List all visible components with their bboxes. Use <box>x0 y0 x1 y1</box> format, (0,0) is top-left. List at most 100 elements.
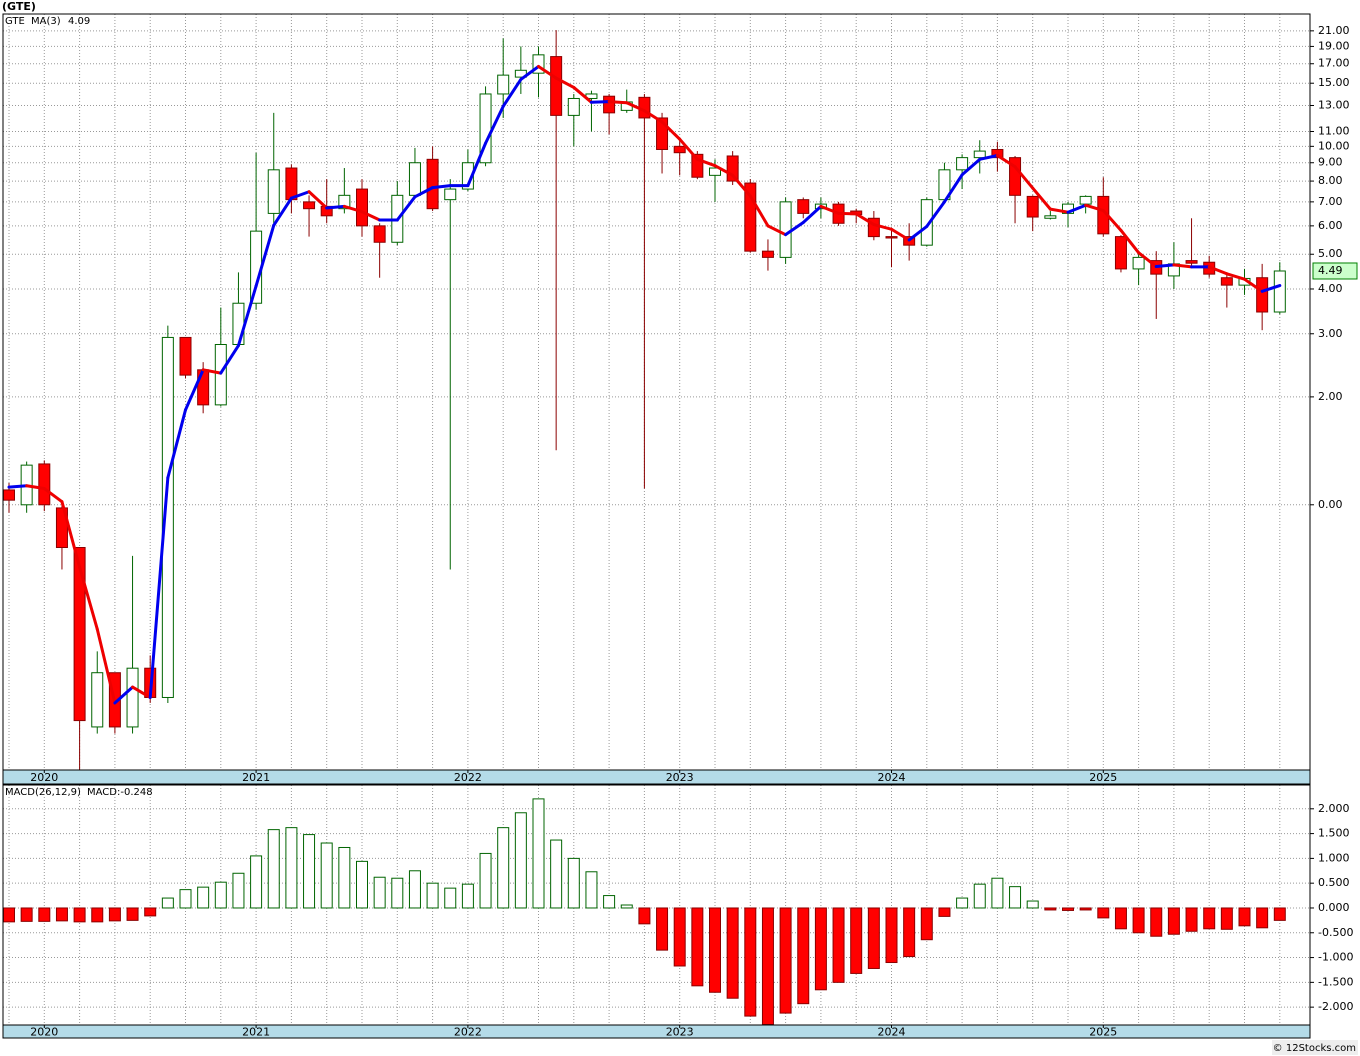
candle-body <box>1079 195 1092 205</box>
macd-bar <box>797 907 810 1005</box>
macd-bar <box>585 871 598 909</box>
macd-bar <box>1273 907 1286 921</box>
macd-bar <box>426 882 439 909</box>
candle-body <box>161 336 174 698</box>
candle-body <box>91 672 104 728</box>
candle-body <box>920 199 933 246</box>
ma-segment <box>431 184 452 190</box>
ma-segment <box>942 173 964 204</box>
candle-body <box>232 302 245 346</box>
macd-bar <box>673 907 686 967</box>
ma-segment <box>1119 228 1141 255</box>
legend-ma: MA(3) <box>31 16 61 27</box>
ma-segment <box>678 137 699 161</box>
ma-segment <box>1260 284 1282 293</box>
macd-bar <box>1097 907 1110 919</box>
macd-bar <box>338 846 351 909</box>
candle-body <box>991 148 1004 159</box>
ma-segment <box>254 223 276 288</box>
candle-body <box>1220 277 1233 286</box>
ma-segment <box>537 65 558 80</box>
y-tick-label: 1.000 <box>1318 851 1350 864</box>
macd-bar <box>73 907 86 923</box>
ma-segment <box>819 204 841 215</box>
x-tick-label: 2023 <box>666 1026 694 1039</box>
candle-body <box>214 344 227 406</box>
ma-segment <box>995 153 1017 169</box>
ma-segment <box>95 627 117 705</box>
ma-segment <box>978 153 999 161</box>
macd-bar <box>973 883 986 909</box>
candle-body <box>285 167 298 201</box>
x-axis-band <box>2 1024 1311 1039</box>
macd-bar <box>1114 907 1127 930</box>
macd-bar <box>744 907 757 1017</box>
ma-segment <box>695 157 717 168</box>
x-tick-label: 2020 <box>30 1026 58 1039</box>
candle-body <box>338 194 351 210</box>
ma-segment <box>731 173 752 198</box>
x-tick-label: 2024 <box>878 1026 906 1039</box>
macd-bar <box>920 907 933 941</box>
price-tag-label: 4.49 <box>1318 264 1343 277</box>
macd-bar <box>726 907 739 999</box>
y-tick-label: 21.00 <box>1318 24 1350 37</box>
ma-segment <box>1172 263 1194 269</box>
macd-bar <box>444 887 457 909</box>
macd-bar <box>479 852 492 909</box>
ma-segment <box>890 227 911 242</box>
candle-body <box>1044 215 1057 219</box>
candle-body <box>673 145 686 154</box>
y-tick-label: 7.00 <box>1318 195 1343 208</box>
macd-bar <box>620 904 633 909</box>
ma-segment <box>466 141 488 188</box>
candle-body <box>179 336 192 376</box>
ma-segment <box>395 195 417 222</box>
y-tick-label: 17.00 <box>1318 57 1350 70</box>
x-tick-label: 2024 <box>878 771 906 784</box>
macd-bar <box>1062 907 1074 911</box>
candle-body <box>779 201 792 258</box>
footer-box <box>1272 1040 1358 1055</box>
candle-body <box>426 158 439 210</box>
macd-bar <box>126 907 139 921</box>
candle-body <box>1009 157 1022 196</box>
ma-segment <box>784 221 805 237</box>
y-tick-label: 8.00 <box>1318 174 1343 187</box>
candle-body <box>1273 270 1286 313</box>
y-tick-label: 6.00 <box>1318 219 1343 232</box>
candle-body <box>744 182 757 252</box>
candle-body <box>497 74 510 95</box>
ma-segment <box>7 484 29 489</box>
candle-body <box>1026 195 1039 218</box>
macd-bar <box>603 895 616 909</box>
y-tick-label: 3.00 <box>1318 327 1343 340</box>
macd-bar <box>1009 886 1022 909</box>
ma-segment <box>748 194 770 228</box>
price-tag <box>1312 262 1358 280</box>
x-tick-label: 2023 <box>666 771 694 784</box>
y-tick-label: 11.00 <box>1318 125 1350 138</box>
ma-segment <box>713 164 735 177</box>
candle-body <box>3 489 15 501</box>
y-tick-label: 1.500 <box>1318 827 1350 840</box>
macd-bar <box>1185 907 1198 932</box>
macd-bar <box>91 907 104 923</box>
candle-body <box>656 117 669 150</box>
candle-body <box>691 153 704 178</box>
chart-title: (GTE) <box>2 0 36 13</box>
candle-body <box>973 150 986 159</box>
ma-segment <box>1137 251 1158 269</box>
macd-bar <box>197 886 210 909</box>
macd-bar <box>850 907 863 974</box>
ma-segment <box>272 196 293 227</box>
macd-label: MACD:-0.248 <box>87 787 153 798</box>
y-tick-label: 2.00 <box>1318 390 1343 403</box>
ma-segment <box>519 65 540 81</box>
candle-body <box>1132 256 1145 270</box>
macd-bar <box>903 907 916 958</box>
ma-segment <box>289 190 311 200</box>
candle-body <box>444 188 457 201</box>
macd-bar <box>709 907 721 993</box>
candle-body <box>567 97 580 116</box>
